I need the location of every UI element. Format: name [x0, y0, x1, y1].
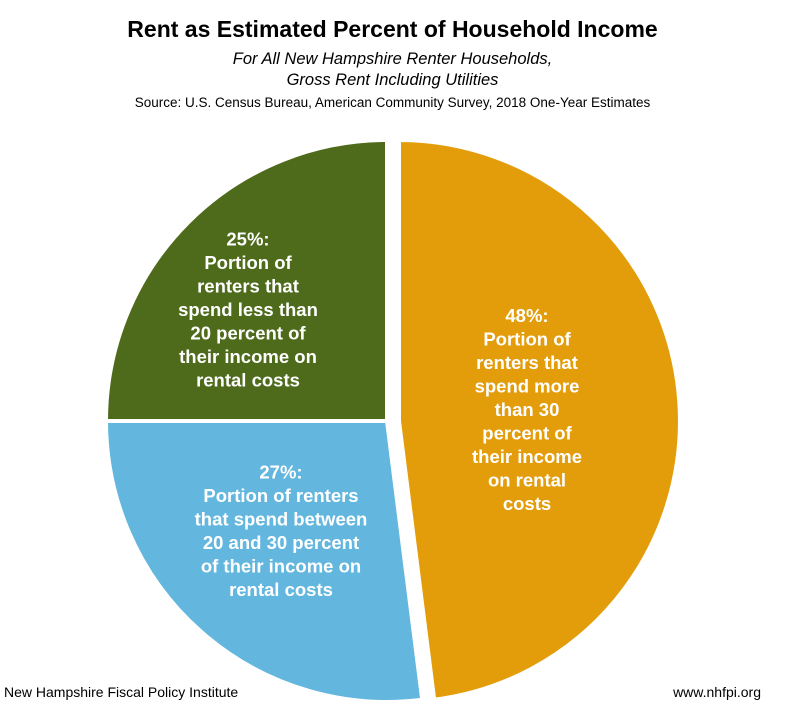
slice-label-between-20-and-30: 27%: Portion of renters that spend between…: [195, 461, 368, 600]
slice-label-line: Portion of: [204, 252, 292, 273]
slice-percent-label: 27%:: [259, 461, 302, 482]
chart-subtitle-line-2: Gross Rent Including Utilities: [286, 71, 499, 89]
slice-label-line: costs: [503, 493, 551, 514]
slice-label-line: 20 percent of: [190, 323, 306, 344]
chart-subtitle-line-1: For All New Hampshire Renter Households,: [232, 50, 553, 68]
footer-website: www.nhfpi.org: [673, 684, 761, 700]
slice-label-line: that spend between: [195, 508, 368, 529]
slice-label-line: than 30: [495, 399, 560, 420]
slice-label-line: their income on: [179, 346, 317, 367]
pie-slice-less-than-20: [104, 138, 389, 423]
slice-label-line: percent of: [482, 423, 572, 444]
slice-label-line: rental costs: [229, 579, 333, 600]
slice-label-line: renters that: [197, 276, 299, 297]
pie-slice-between-20-and-30: [104, 419, 425, 704]
slice-label-line: of their income on: [201, 555, 361, 576]
slice-label-line: rental costs: [196, 370, 300, 391]
footer-organization: New Hampshire Fiscal Policy Institute: [4, 684, 239, 700]
chart-title: Rent as Estimated Percent of Household I…: [127, 16, 658, 42]
slice-label-line: Portion of renters: [203, 485, 358, 506]
pie-slice-more-than-30: [397, 138, 682, 702]
slice-label-line: spend more: [475, 376, 580, 397]
slice-label-less-than-20: 25%: Portion of renters that spend less tha…: [178, 229, 318, 391]
slice-label-line: on rental: [488, 470, 566, 491]
slice-percent-label: 48%:: [505, 305, 548, 326]
slice-label-more-than-30: 48%: Portion of renters that spend more than…: [472, 305, 582, 514]
slice-label-line: renters that: [476, 352, 578, 373]
chart-source: Source: U.S. Census Bureau, American Com…: [134, 95, 651, 110]
slice-label-line: their income: [472, 446, 582, 467]
slice-label-line: spend less than: [178, 299, 318, 320]
slice-percent-label: 25%:: [226, 229, 269, 250]
slice-label-line: 20 and 30 percent: [203, 532, 359, 553]
slice-label-line: Portion of: [483, 329, 571, 350]
